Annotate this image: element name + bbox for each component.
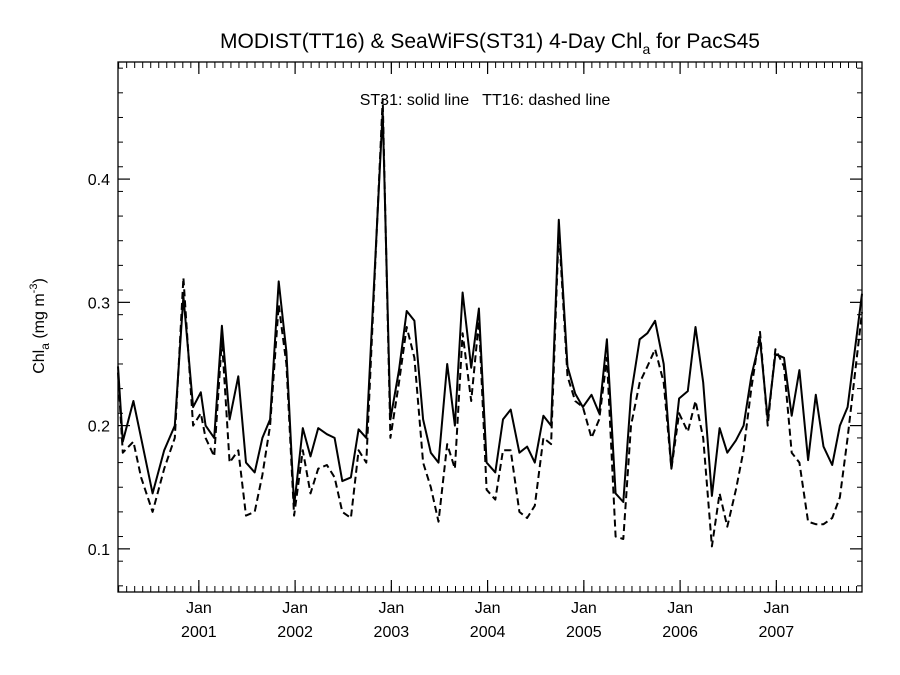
x-tick-label-year: 2002 bbox=[277, 624, 313, 641]
y-tick-label: 0.1 bbox=[88, 542, 110, 559]
series-line-tt16 bbox=[117, 98, 863, 548]
x-tick-label-year: 2003 bbox=[374, 624, 410, 641]
x-tick-label-month: Jan bbox=[571, 600, 597, 617]
chart-title: MODIST(TT16) & SeaWiFS(ST31) 4-Day Chla … bbox=[220, 30, 760, 57]
x-tick-label-month: Jan bbox=[667, 600, 693, 617]
y-tick-label: 0.2 bbox=[88, 419, 110, 436]
series-line-st31 bbox=[117, 110, 863, 507]
y-tick-label: 0.4 bbox=[88, 172, 110, 189]
x-tick-label-year: 2001 bbox=[181, 624, 217, 641]
y-tick-label: 0.3 bbox=[88, 295, 110, 312]
x-tick-label-month: Jan bbox=[475, 600, 501, 617]
x-tick-label-year: 2004 bbox=[470, 624, 506, 641]
plot-frame bbox=[117, 61, 863, 593]
x-tick-label-year: 2005 bbox=[566, 624, 602, 641]
line-style-annotation: ST31: solid line TT16: dashed line bbox=[360, 92, 611, 109]
x-tick-label-year: 2006 bbox=[662, 624, 698, 641]
x-tick-label-month: Jan bbox=[186, 600, 212, 617]
plot-area: 0.1 0.2 0.3 0.4 Jan 2001 Jan 2002 Jan 2003 Jan 2004… bbox=[88, 62, 863, 641]
x-tick-label-month: Jan bbox=[378, 600, 404, 617]
y-axis-label: Chla (mg m-3) bbox=[28, 278, 52, 374]
x-tick-label-year: 2007 bbox=[759, 624, 795, 641]
x-tick-label-month: Jan bbox=[282, 600, 308, 617]
x-tick-label-month: Jan bbox=[763, 600, 789, 617]
